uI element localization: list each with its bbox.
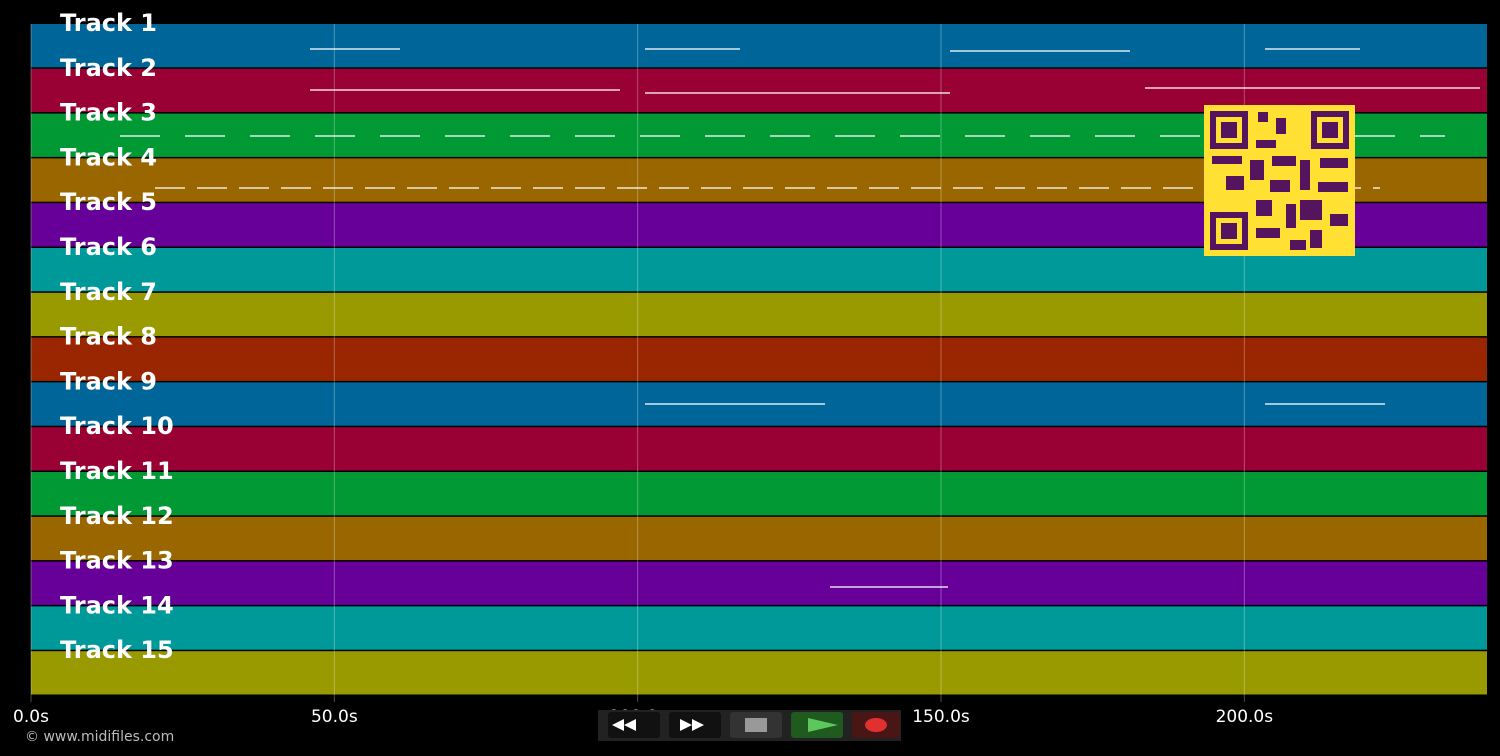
record-icon [865, 718, 887, 732]
track-band [31, 516, 1487, 561]
tick-label: 0.0s [13, 707, 49, 727]
track-band [31, 337, 1487, 381]
qr-finder [1322, 122, 1338, 138]
rewind-icon [612, 719, 636, 731]
track-band [31, 292, 1487, 337]
forward-button[interactable] [669, 712, 721, 738]
track-label: Track 4 [60, 143, 157, 171]
track-label: Track 15 [60, 636, 174, 664]
qr-code [1204, 105, 1355, 256]
track-label: Track 10 [60, 412, 174, 440]
track-labels: Track 1 Track 2 Track 3 Track 4 Track 5 Track… [60, 9, 174, 664]
play-icon [808, 718, 838, 732]
track-label: Track 5 [60, 188, 157, 216]
play-button[interactable] [791, 712, 843, 738]
track-band [31, 472, 1487, 516]
track-label: Track 13 [60, 547, 174, 575]
track-label: Track 8 [60, 323, 157, 351]
stop-icon [745, 718, 767, 732]
tick-label: 200.0s [1216, 707, 1274, 727]
track-label: Track 6 [60, 233, 157, 261]
track-label: Track 7 [60, 278, 157, 306]
track-label: Track 14 [60, 591, 174, 619]
track-band [31, 427, 1487, 471]
track-band [31, 68, 1487, 113]
forward-icon [680, 719, 704, 731]
track-band [31, 24, 1487, 68]
track-label: Track 3 [60, 99, 157, 127]
qr-finder [1221, 122, 1237, 138]
record-button[interactable] [852, 712, 900, 738]
notes [120, 48, 1480, 588]
track-label: Track 9 [60, 367, 157, 395]
track-band [31, 606, 1487, 650]
footer: © www.midifiles.com [25, 729, 174, 745]
track-label: Track 12 [60, 502, 174, 530]
track-label: Track 2 [60, 54, 157, 82]
qr-finder [1221, 223, 1237, 239]
track-label: Track 11 [60, 457, 174, 485]
tick-label: 150.0s [912, 707, 970, 727]
track-band [31, 651, 1487, 695]
rewind-button[interactable] [608, 712, 660, 738]
track-band [31, 561, 1487, 605]
track-label: Track 1 [60, 9, 157, 37]
qr-modules [1212, 112, 1348, 250]
player-controls [598, 710, 901, 741]
stop-button[interactable] [730, 712, 782, 738]
tick-label: 50.0s [311, 707, 358, 727]
